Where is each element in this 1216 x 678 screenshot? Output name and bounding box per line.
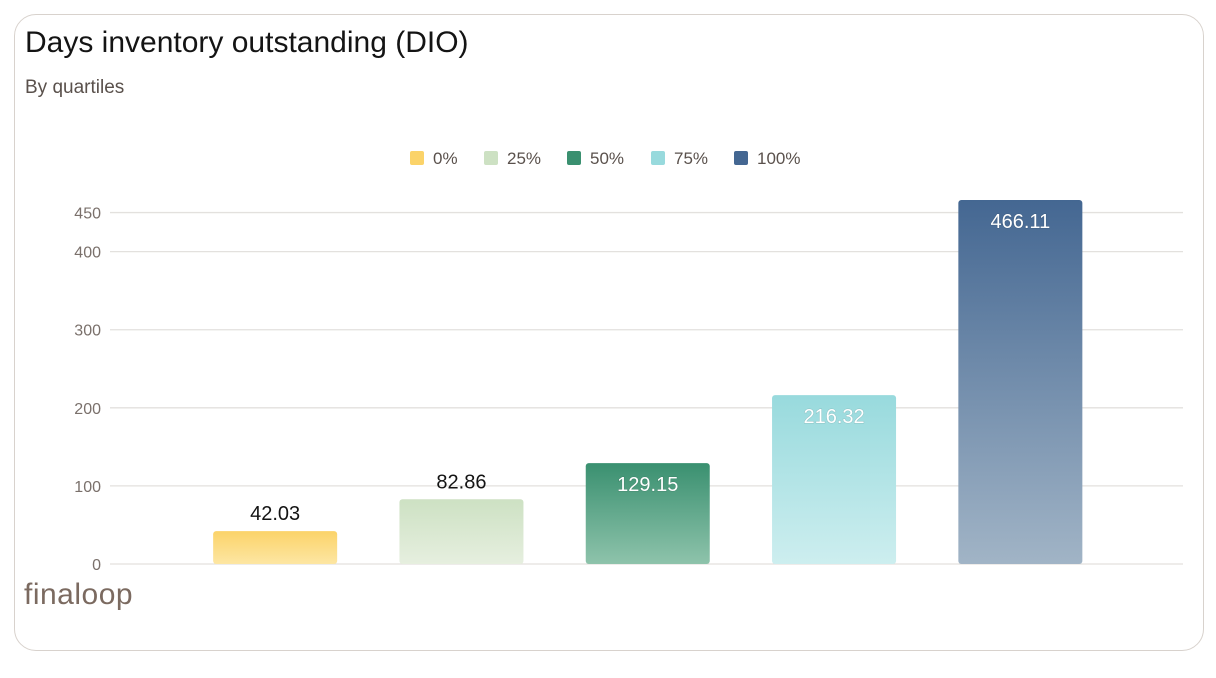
y-tick-label-400: 400 [74,245,101,262]
legend-swatch-4[interactable] [734,151,748,165]
y-tick-label-300: 300 [74,323,101,340]
y-tick-label-0: 0 [92,557,101,574]
bar-25%[interactable] [399,499,524,564]
y-tick-label-100: 100 [74,479,101,496]
legend-label-1[interactable]: 25% [507,149,541,168]
legend-swatch-0[interactable] [410,151,424,165]
data-label-75%: 216.32 [803,406,864,428]
legend-swatch-3[interactable] [651,151,665,165]
chart-legend: 0% 25% 50% 75% 100% [410,149,800,168]
chart-subtitle: By quartiles [25,77,125,98]
bar-50%[interactable] [585,463,710,564]
legend-label-3[interactable]: 75% [674,149,708,168]
y-axis-ticks: 0 100 200 300 400 450 [74,206,101,574]
y-tick-label-200: 200 [74,401,101,418]
legend-swatch-2[interactable] [567,151,581,165]
data-label-0%: 42.03 [250,503,300,525]
legend-label-2[interactable]: 50% [590,149,624,168]
data-label-25%: 82.86 [436,471,486,493]
bar-100%[interactable] [958,200,1083,564]
data-label-50%: 129.15 [617,474,678,496]
legend-label-0[interactable]: 0% [433,149,458,168]
data-labels: 42.03 82.86 129.15 216.32 466.11 [250,211,1051,526]
chart-title: Days inventory outstanding (DIO) [25,26,469,59]
finaloop-logo: finaloop [24,578,134,611]
legend-swatch-1[interactable] [484,151,498,165]
bar-75%[interactable] [772,395,897,564]
y-tick-label-450: 450 [74,206,101,223]
legend-label-4[interactable]: 100% [757,149,800,168]
bars [213,200,1083,564]
bar-0%[interactable] [213,531,338,564]
data-label-100%: 466.11 [991,211,1051,233]
